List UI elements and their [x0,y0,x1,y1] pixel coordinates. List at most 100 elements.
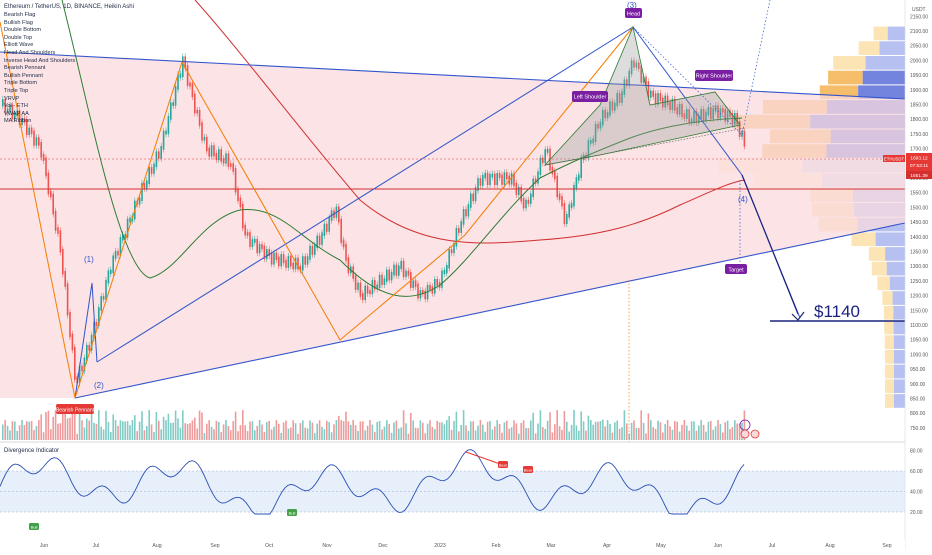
volume-bar [237,431,239,440]
candle-body [220,149,222,162]
candle-body [417,283,419,299]
volume-bar [282,422,285,440]
candle-body [474,187,477,202]
volume-bar [179,427,182,440]
indicator-item[interactable]: Bullish Flag [4,19,33,26]
volume-bar [558,426,561,440]
indicator-item[interactable]: VWAP AA [4,110,29,117]
volume-bar [707,421,710,440]
volume-bar [455,411,458,440]
volume-bar [724,422,726,440]
indicator-item[interactable]: Triple Bottom [4,80,38,87]
candle-body [522,197,525,209]
candle-body [290,255,292,267]
indicator-item[interactable]: Double Top [4,34,33,41]
volume-bar [700,420,702,440]
candle-body [357,282,359,290]
volume-bar [590,420,592,440]
time-tick: Oct [265,543,274,549]
candle-body [328,217,330,232]
head-label[interactable]: Head [625,8,642,18]
candle-body [657,93,659,105]
bearish-pennant-label[interactable]: Bearish Pennant [56,404,95,414]
vrvp-bar [875,232,905,247]
volume-bar [602,419,604,440]
candle-body [674,98,676,111]
osc-signal-bull-2[interactable]: Bull [287,509,297,516]
candle-body [378,274,381,288]
left-shoulder-label[interactable]: Left Shoulder [572,91,608,102]
candle-body [21,117,23,126]
symbol-title[interactable]: Ethereum / TetherUS, 1D, BINANCE, Heikin… [4,4,134,10]
candle-body [650,90,652,98]
candle-body [215,152,218,161]
time-axis[interactable]: Jun Jul Aug Sep Oct Nov Dec 2023 Feb Mar Apr May Jun… [0,540,905,550]
volume-bar [698,425,700,440]
volume-bar [419,420,422,440]
candle-body [90,334,93,351]
volume-bar [266,421,268,440]
candle-body [326,223,328,232]
volume-bar [381,429,383,440]
osc-signal-bull-1[interactable]: Bull [29,523,39,530]
volume-bar [249,421,251,440]
volume-bar [549,412,551,440]
triangle-upper-line [0,51,905,100]
price-axis[interactable]: USDT 2150.00 2100.00 2050.00 2000.00 1950.00… [883,0,932,550]
volume-bar [40,414,42,440]
candle-body [323,223,326,236]
indicator-item[interactable]: Bearish Pennant [4,65,46,72]
candle-body [638,62,640,70]
svg-text:ETHUSDT: ETHUSDT [884,157,905,162]
vrvp-bar [889,276,905,291]
candle-body [294,257,297,270]
candle-body [371,280,374,295]
volume-bar [11,421,14,440]
indicator-item[interactable]: Double Bottom [4,27,42,34]
candle-body [386,269,388,282]
candle-body [688,109,690,124]
indicator-item[interactable]: Elliott Wave [4,42,34,49]
candle-body [532,178,534,198]
candle-body [160,146,162,159]
candle-body [676,107,678,115]
candle-body [570,202,573,208]
right-shoulder-label[interactable]: Right Shoulder [695,70,733,81]
indicator-item[interactable]: VRVP [4,95,20,102]
indicator-item[interactable]: Bullish Pennant [4,72,43,79]
volume-bar [498,423,501,440]
indicator-item[interactable]: Vol - ETH [4,103,28,110]
volume-bar [717,420,719,440]
indicator-item[interactable]: Triple Top [4,88,29,94]
volume-bar [261,424,263,440]
alert-markers[interactable] [739,419,760,439]
volume-bar [162,416,165,440]
volume-bar [426,423,429,440]
candle-body [681,103,683,117]
price-tick: 1850.00 [910,103,928,109]
candle-body [95,321,98,326]
vwap-shade [0,159,905,189]
osc-signal-bear-1[interactable]: Bear [498,461,508,468]
volume-bar [285,420,287,440]
osc-signal-bear-2[interactable]: Bear [523,466,533,473]
volume-bar [201,412,203,440]
indicator-item[interactable]: Inverse Head And Shoulders [4,57,76,64]
time-tick: Jun [714,543,722,549]
candle-body [338,206,340,223]
volume-bar [402,410,405,440]
volume-bar [90,412,93,440]
volume-bar [314,433,316,440]
indicator-item[interactable]: MA Ribbon [4,118,32,125]
indicator-item[interactable]: Head And Shoulders [4,50,56,56]
target-label[interactable]: Target [725,264,747,274]
candle-body [256,238,258,254]
volume-bar [712,429,714,440]
candle-body [513,173,515,187]
volume-bar [225,420,227,440]
indicator-item[interactable]: Bearish Flag [4,12,36,18]
volume-bar [74,413,76,440]
volume-bar [218,422,220,440]
